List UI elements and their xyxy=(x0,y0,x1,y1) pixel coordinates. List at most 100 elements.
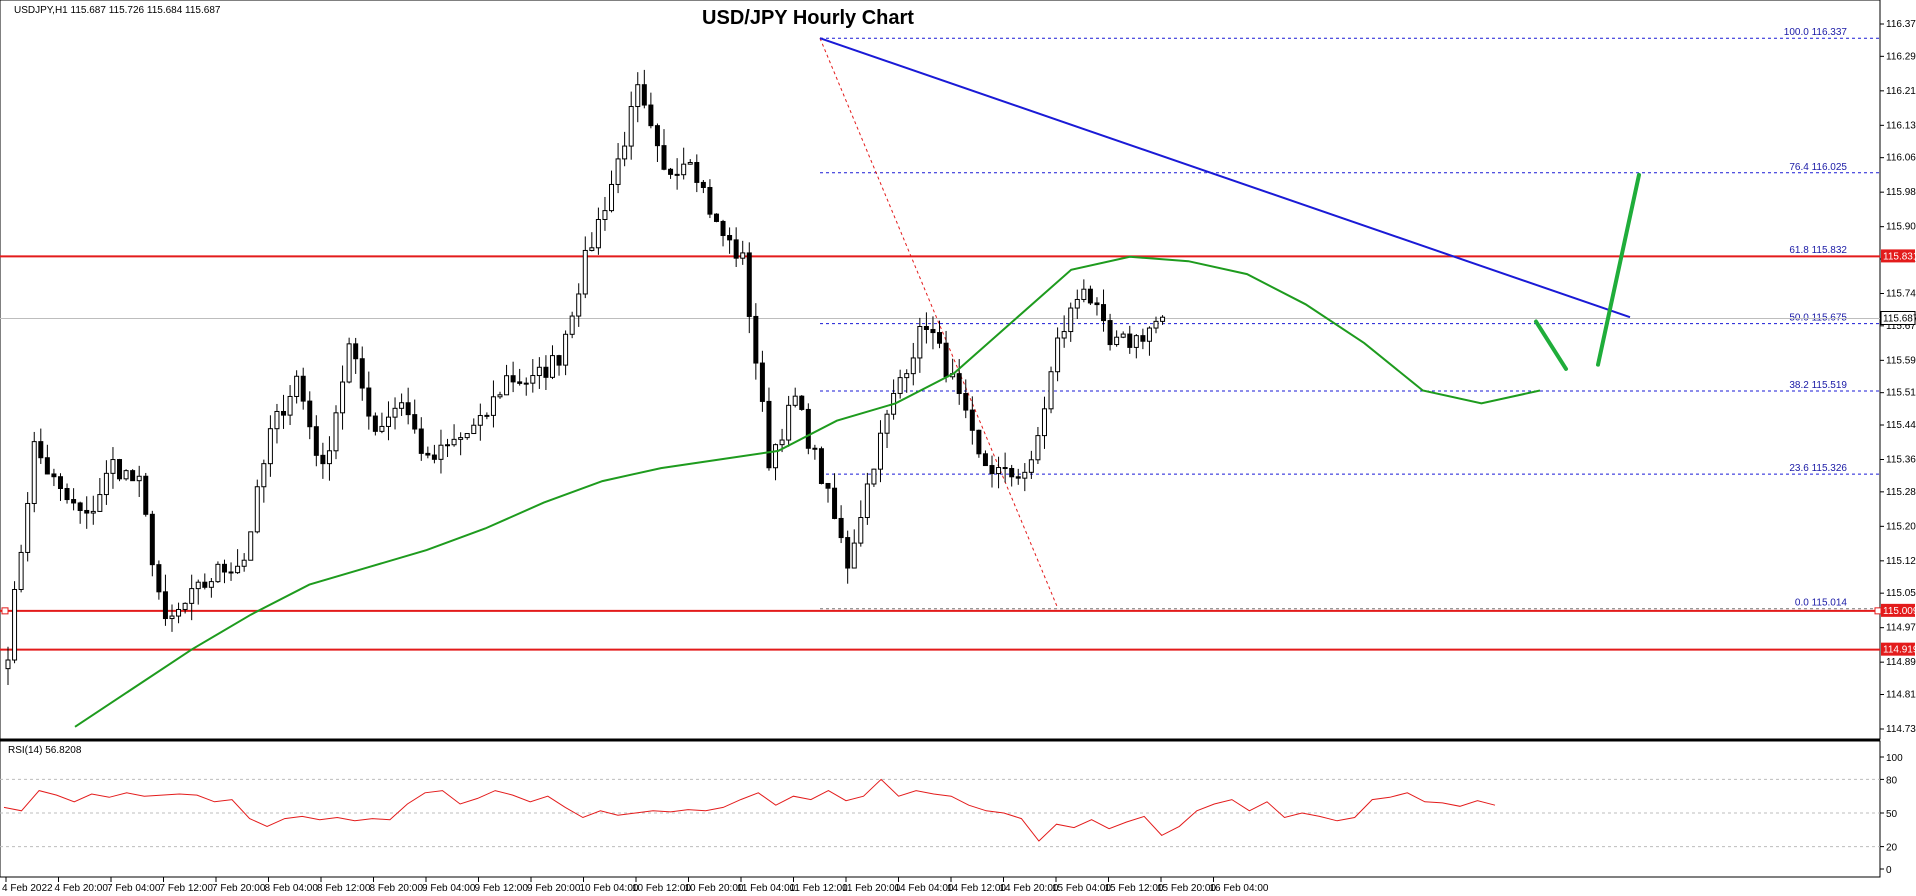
rsi-axis: 100 80 50 20 0 xyxy=(0,753,1903,876)
fib-anchor-line xyxy=(819,38,1059,609)
bearish-candle xyxy=(130,470,136,482)
bearish-candle xyxy=(418,428,424,454)
rsi-series-line xyxy=(3,778,1496,842)
main-plot-frame xyxy=(0,0,1881,740)
fib-level-label: 100.0 116.337 xyxy=(1784,27,1848,38)
trendline xyxy=(819,37,1631,319)
price-tick-label: 115.360 xyxy=(1886,455,1916,466)
bullish-candle xyxy=(464,433,470,439)
bullish-candle xyxy=(792,395,798,406)
bearish-candle xyxy=(307,400,313,428)
level-price-badge xyxy=(1881,249,1915,263)
bearish-candle xyxy=(1015,476,1021,479)
price-tick-label: 116.370 xyxy=(1886,19,1916,30)
bullish-candle xyxy=(687,161,693,165)
rsi-tick-label: 100 xyxy=(1886,753,1903,764)
bullish-candle xyxy=(1068,307,1074,333)
bearish-candle xyxy=(838,517,844,539)
bearish-candle xyxy=(1002,467,1008,470)
bullish-candle xyxy=(1074,298,1080,309)
bearish-candle xyxy=(313,426,319,456)
bearish-candle xyxy=(77,502,83,511)
bullish-candle xyxy=(1153,320,1159,329)
price-tick-label: 114.890 xyxy=(1886,657,1916,668)
bearish-candle xyxy=(556,355,562,366)
bullish-candle xyxy=(215,563,221,583)
rsi-tick-label: 20 xyxy=(1886,843,1898,854)
bullish-candle xyxy=(399,402,405,409)
bullish-candle xyxy=(97,494,103,512)
price-tick-label: 115.590 xyxy=(1886,355,1916,366)
bullish-candle xyxy=(451,438,457,446)
bullish-candle xyxy=(484,414,490,417)
bearish-candle xyxy=(300,375,306,402)
price-tick-label: 114.735 xyxy=(1886,724,1916,735)
bearish-candle xyxy=(228,571,234,574)
projection-down-arrow xyxy=(1534,319,1568,371)
bullish-candle xyxy=(786,404,792,441)
bullish-candle xyxy=(740,252,746,259)
fib-level-label: 23.6 115.326 xyxy=(1789,463,1847,474)
bearish-candle xyxy=(694,161,700,183)
bearish-candle xyxy=(937,332,943,344)
price-tick-label: 115.980 xyxy=(1886,187,1916,198)
bearish-candle xyxy=(641,84,647,106)
bearish-candle xyxy=(359,358,365,389)
price-tick-label: 115.745 xyxy=(1886,288,1916,299)
bullish-candle xyxy=(1120,333,1126,338)
bearish-candle xyxy=(1009,468,1015,478)
projection-arrows xyxy=(1534,172,1641,371)
bearish-candle xyxy=(143,475,149,515)
bearish-candle xyxy=(707,186,713,215)
bearish-candle xyxy=(1127,333,1133,348)
bullish-candle xyxy=(576,293,582,317)
bearish-candle xyxy=(713,213,719,222)
bearish-candle xyxy=(963,393,969,411)
bullish-candle xyxy=(189,588,195,604)
bearish-candle xyxy=(1101,304,1107,322)
bullish-candle xyxy=(1041,408,1047,437)
rsi-label: RSI(14) 56.8208 xyxy=(8,745,82,756)
rsi-plot-frame xyxy=(0,740,1881,878)
bearish-candle xyxy=(799,395,805,410)
bearish-candle xyxy=(71,499,77,504)
bullish-candle xyxy=(897,377,903,394)
bullish-candle xyxy=(615,158,621,185)
time-tick-label: 11 Feb 12:00 xyxy=(790,883,849,894)
price-tick-label: 116.215 xyxy=(1886,86,1916,97)
bullish-candle xyxy=(635,84,641,108)
time-tick-label: 15 Feb 12:00 xyxy=(1105,883,1164,894)
bullish-candle xyxy=(549,355,555,378)
bullish-candle xyxy=(773,444,779,469)
bearish-candle xyxy=(517,381,523,384)
bullish-candle xyxy=(628,106,634,147)
time-tick-label: 10 Feb 20:00 xyxy=(685,883,744,894)
price-tick-label: 116.135 xyxy=(1886,120,1916,131)
fib-level-label: 38.2 115.519 xyxy=(1789,380,1847,391)
bullish-candle xyxy=(681,163,687,176)
bearish-candle xyxy=(84,509,90,514)
bearish-candle xyxy=(923,326,929,330)
bullish-candle xyxy=(346,343,352,383)
price-tick-label: 115.050 xyxy=(1886,588,1916,599)
bullish-candle xyxy=(1055,337,1061,373)
bearish-candle xyxy=(956,373,962,395)
bearish-candle xyxy=(832,487,838,519)
bullish-candle xyxy=(858,517,864,544)
bearish-candle xyxy=(943,342,949,378)
bullish-candle xyxy=(1022,471,1028,479)
bearish-candle xyxy=(733,239,739,259)
bearish-candle xyxy=(818,448,824,484)
time-tick-label: 16 Feb 04:00 xyxy=(1210,883,1269,894)
bullish-candle xyxy=(523,382,529,385)
bearish-candle xyxy=(1094,302,1100,306)
bearish-candle xyxy=(1140,335,1146,342)
bullish-candle xyxy=(589,247,595,251)
bullish-candle xyxy=(569,315,575,335)
time-tick-label: 9 Feb 20:00 xyxy=(527,883,581,894)
bullish-candle xyxy=(1081,288,1087,300)
descending-trendline xyxy=(819,37,1631,319)
bullish-candle xyxy=(1146,327,1152,342)
time-axis: 4 Feb 2022 4 Feb 20:00 7 Feb 04:00 7 Feb 12… xyxy=(2,877,1269,894)
